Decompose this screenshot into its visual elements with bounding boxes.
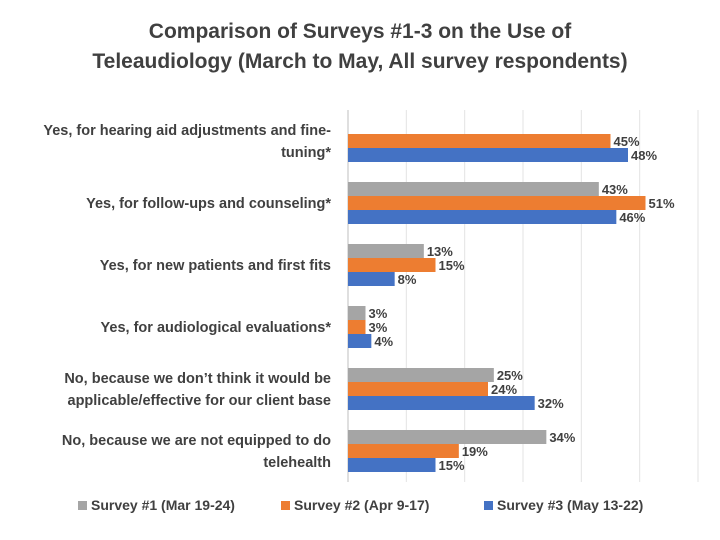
bar — [348, 196, 646, 210]
data-label: 34% — [549, 430, 575, 445]
chart-title-line-1: Comparison of Surveys #1-3 on the Use of — [148, 20, 572, 43]
bar — [348, 382, 488, 396]
bar — [348, 368, 494, 382]
data-label: 48% — [631, 148, 657, 163]
category-label: No, because we don’t think it would be — [64, 371, 331, 387]
bar — [348, 182, 599, 196]
legend-swatch — [78, 501, 87, 510]
data-label: 25% — [497, 368, 523, 383]
bar — [348, 306, 366, 320]
legend-swatch — [281, 501, 290, 510]
data-label: 32% — [538, 396, 564, 411]
bar — [348, 244, 424, 258]
category-label: No, because we are not equipped to do — [62, 433, 331, 449]
data-label: 4% — [374, 334, 393, 349]
data-label: 46% — [619, 210, 645, 225]
data-label: 13% — [427, 244, 453, 259]
category-label: telehealth — [263, 455, 331, 471]
data-label: 15% — [439, 458, 465, 473]
legend-swatch — [484, 501, 493, 510]
category-label: Yes, for audiological evaluations* — [101, 320, 332, 336]
category-label: Yes, for follow-ups and counseling* — [86, 196, 331, 212]
bar — [348, 210, 617, 224]
bar — [348, 258, 436, 272]
bar — [348, 334, 372, 348]
data-label: 51% — [649, 196, 675, 211]
bar — [348, 272, 395, 286]
data-label: 3% — [369, 306, 388, 321]
category-label: Yes, for hearing aid adjustments and fin… — [43, 123, 331, 139]
legend-label: Survey #3 (May 13-22) — [497, 497, 643, 513]
data-label: 3% — [369, 320, 388, 335]
data-label: 15% — [439, 258, 465, 273]
legend-label: Survey #2 (Apr 9-17) — [294, 497, 429, 513]
bar — [348, 148, 628, 162]
legend-label: Survey #1 (Mar 19-24) — [91, 497, 235, 513]
data-label: 45% — [614, 134, 640, 149]
category-label: applicable/effective for our client base — [68, 393, 332, 409]
bar — [348, 458, 436, 472]
data-label: 19% — [462, 444, 488, 459]
data-label: 43% — [602, 182, 628, 197]
bar — [348, 134, 611, 148]
bar — [348, 396, 535, 410]
chart-title-line-2: Teleaudiology (March to May, All survey … — [92, 50, 628, 73]
bar — [348, 444, 459, 458]
data-label: 24% — [491, 382, 517, 397]
category-label: tuning* — [281, 145, 331, 161]
bar — [348, 430, 547, 444]
category-label: Yes, for new patients and first fits — [100, 258, 331, 274]
data-label: 8% — [398, 272, 417, 287]
bar — [348, 320, 366, 334]
